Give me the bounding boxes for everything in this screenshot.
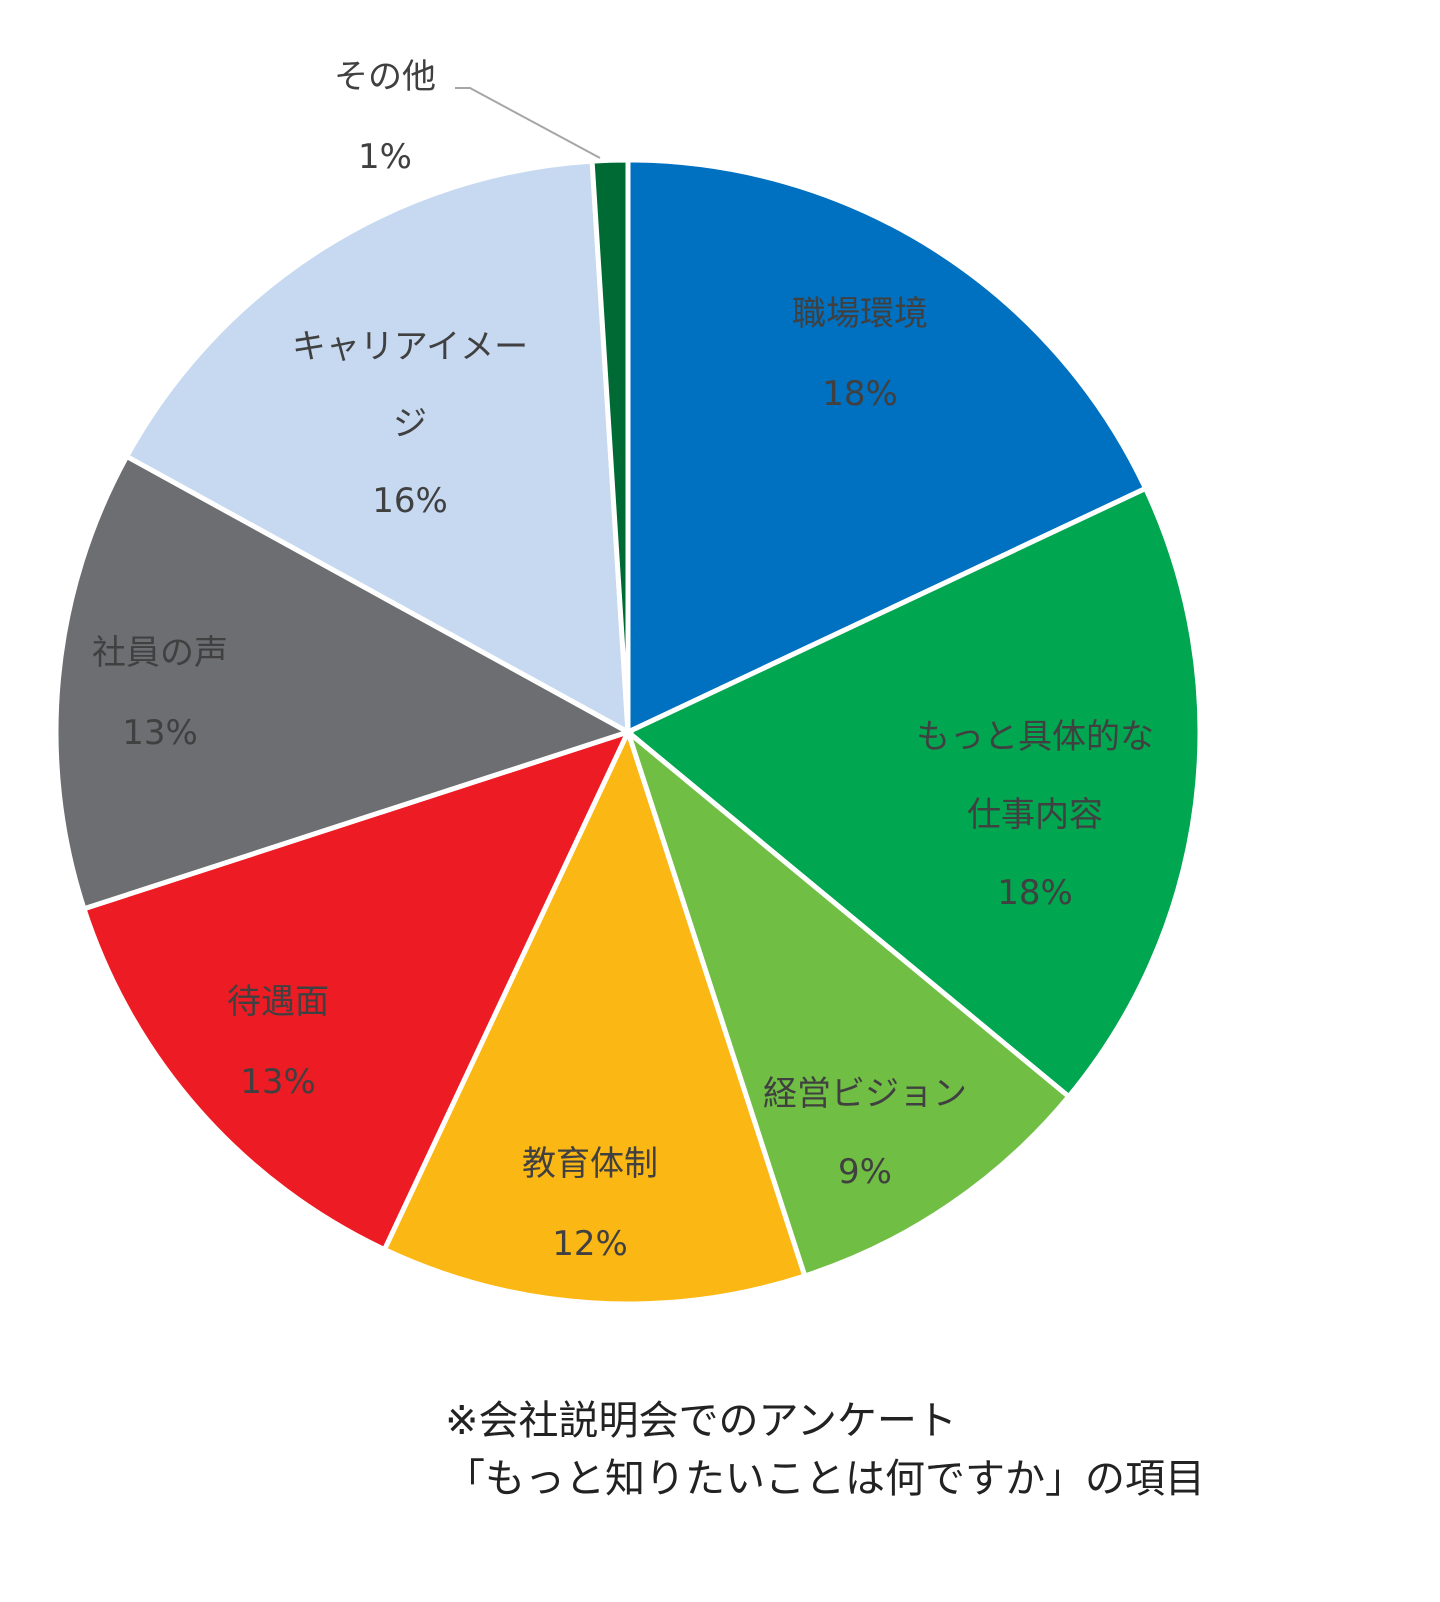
slice-value-label-2: 9% bbox=[838, 1152, 892, 1192]
slice-value-label-0: 18% bbox=[822, 374, 898, 414]
slice-label-2: 経営ビジョン bbox=[763, 1074, 967, 1114]
leader-line-other bbox=[455, 87, 601, 159]
slice-value-label-3: 12% bbox=[552, 1224, 628, 1264]
pie-slice-0 bbox=[625, 157, 1149, 736]
footnote-line-1: ※会社説明会でのアンケート bbox=[445, 1398, 957, 1444]
slice-value-label-6: 16% bbox=[372, 481, 448, 521]
slice-label-6: キャリアイメー bbox=[292, 327, 528, 367]
slice-label-4: 待遇面 bbox=[227, 982, 329, 1022]
slice-label-5: 社員の声 bbox=[92, 633, 228, 673]
pie-slice-7 bbox=[589, 157, 631, 733]
slice-value-label-1: 18% bbox=[997, 873, 1073, 913]
pie-slice-1 bbox=[623, 485, 1203, 1101]
slice-label-1: もっと具体的な bbox=[916, 717, 1154, 757]
slice-label-1: 仕事内容 bbox=[967, 795, 1103, 835]
pie-slice-2 bbox=[622, 724, 1073, 1280]
footnote-line-2: 「もっと知りたいことは何ですか」の項目 bbox=[445, 1456, 1205, 1502]
slice-label-0: 職場環境 bbox=[792, 294, 928, 334]
pie-slice-6 bbox=[123, 158, 631, 737]
slice-value-label-7: 1% bbox=[358, 137, 412, 177]
slice-label-6: ジ bbox=[393, 404, 427, 444]
pie-slice-4 bbox=[80, 727, 633, 1253]
slice-label-3: 教育体制 bbox=[522, 1144, 658, 1184]
pie-slice-3 bbox=[381, 725, 808, 1307]
slice-value-label-5: 13% bbox=[122, 713, 198, 753]
slice-label-7: その他 bbox=[334, 57, 436, 97]
pie-slice-5 bbox=[53, 453, 635, 912]
slice-value-label-4: 13% bbox=[240, 1062, 316, 1102]
